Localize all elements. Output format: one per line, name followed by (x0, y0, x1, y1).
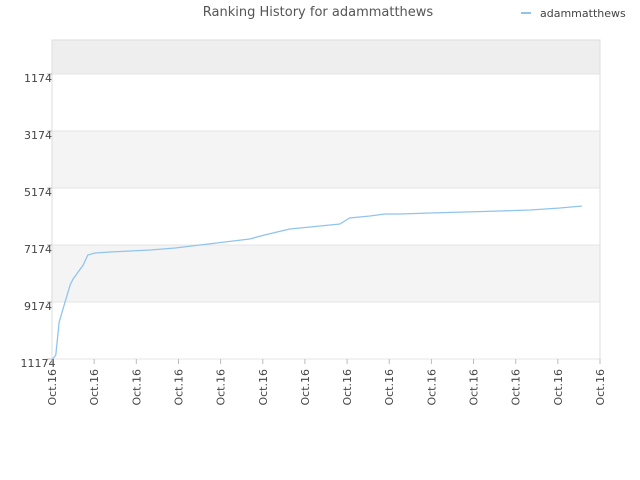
line (52, 205, 582, 360)
x-tick-label: Oct.16 (130, 369, 143, 406)
x-tick-label: Oct.16 (172, 369, 185, 406)
x-tick-label: Oct.16 (46, 369, 59, 406)
y-tick-label: 3174 (24, 129, 52, 142)
x-tick-label: Oct.16 (215, 369, 228, 406)
x-tick-label: Oct.16 (257, 369, 270, 406)
x-tick-label: Oct.16 (468, 369, 481, 406)
chart-title: Ranking History for adammatthews (203, 5, 434, 20)
y-tick-label: 9174 (24, 300, 52, 313)
band (52, 131, 600, 188)
x-tick-label: Oct.16 (425, 369, 438, 406)
legend-label: adammatthews (540, 7, 626, 20)
x-tick-label: Oct.16 (383, 369, 396, 406)
y-tick-label: 5174 (24, 186, 52, 199)
x-tick-label: Oct.16 (88, 369, 101, 406)
y-tick-label: 11174 (21, 357, 56, 370)
x-tick-label: Oct.16 (341, 369, 354, 406)
plot-frame (51, 39, 601, 360)
y-tick-label: 1174 (24, 72, 52, 85)
x-tick-label: Oct.16 (594, 369, 607, 406)
x-tick-label: Oct.16 (510, 369, 523, 406)
y-tick-label: 7174 (24, 243, 52, 256)
band (52, 245, 600, 302)
band (52, 40, 600, 74)
x-tick-label: Oct.16 (552, 369, 565, 406)
x-tick-label: Oct.16 (299, 369, 312, 406)
